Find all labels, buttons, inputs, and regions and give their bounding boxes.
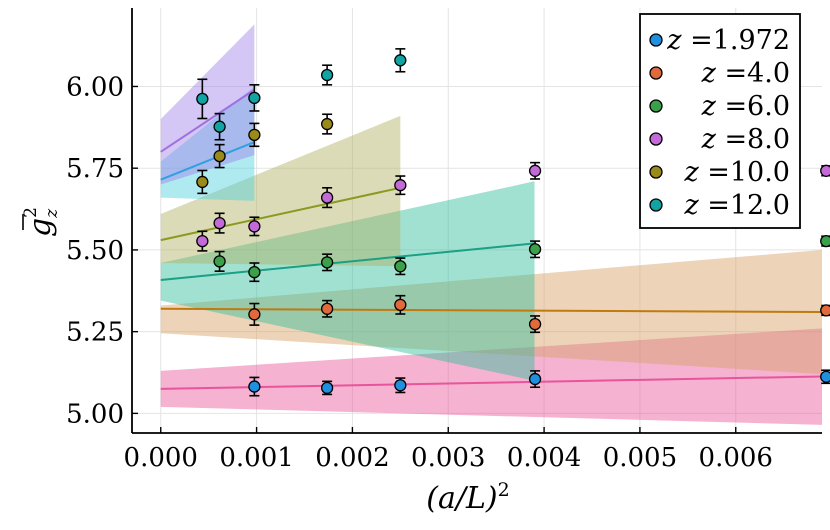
point-series-1-2 (394, 298, 407, 311)
band-series-1 (160, 249, 822, 375)
x-tick-label-4: 0.004 (507, 443, 581, 473)
point-series-5-4 (394, 54, 407, 67)
legend-label-1: z =4.0 (701, 58, 790, 89)
legend-entry-4: z =10.0 (649, 157, 790, 188)
legend-label-value: =12.0 (707, 190, 790, 221)
y-axis-label: gz2 (21, 207, 62, 237)
band-series-5 (160, 24, 255, 185)
legend-label-4: z =10.0 (683, 157, 790, 188)
point-series-3-6 (820, 164, 830, 177)
svg-text:gz2: gz2 (21, 207, 62, 237)
point-series-0-0 (248, 380, 261, 393)
point-series-3-3 (320, 191, 334, 204)
point-series-0-4 (820, 370, 830, 383)
x-tick-label-2: 0.002 (315, 443, 389, 473)
legend-entry-5: z =12.0 (649, 190, 790, 221)
point-series-5-1 (213, 120, 226, 133)
y-tick-label-0: 5.00 (66, 399, 124, 429)
legend-label-5: z =12.0 (683, 190, 790, 221)
legend-entry-3: z =8.0 (649, 124, 790, 155)
legend-marker-4 (649, 165, 663, 179)
point-series-1-4 (820, 304, 830, 317)
point-series-3-5 (528, 164, 542, 177)
point-series-2-4 (528, 243, 542, 256)
point-series-1-3 (528, 317, 542, 331)
legend-label-var: z (683, 190, 707, 221)
y-tick-label-1: 5.25 (66, 318, 124, 348)
data-points (196, 54, 830, 395)
legend-label-var: z (666, 25, 690, 56)
point-series-3-0 (196, 234, 209, 248)
x-tick-label-0: 0.000 (124, 443, 198, 473)
legend-label-value: =10.0 (707, 157, 790, 188)
point-series-4-1 (213, 149, 226, 163)
band-series-0 (160, 328, 822, 425)
point-series-5-2 (248, 91, 261, 105)
point-series-2-3 (394, 260, 407, 273)
legend-entry-1: z =4.0 (649, 58, 790, 89)
fit-line-series-4 (160, 141, 255, 181)
point-series-3-4 (394, 179, 407, 192)
point-series-0-2 (394, 379, 407, 392)
legend-entry-0: z =1.972 (649, 25, 790, 56)
point-series-0-3 (528, 372, 542, 386)
point-series-4-0 (196, 175, 209, 189)
fit-line-series-0 (160, 375, 823, 390)
legend-label-value: =4.0 (724, 58, 790, 89)
legend-marker-3 (649, 132, 663, 146)
point-series-3-1 (213, 216, 226, 230)
legend-label-var: z (701, 124, 725, 155)
band-series-4 (160, 86, 255, 201)
point-series-1-0 (248, 308, 261, 321)
point-series-4-3 (320, 117, 334, 131)
legend-label-var: z (683, 157, 707, 188)
legend-label-value: =8.0 (724, 124, 790, 155)
point-series-3-2 (248, 220, 261, 233)
legend-label-var: z (701, 58, 725, 89)
legend-marker-5 (649, 198, 663, 212)
svg-text:(a/L)2: (a/L)2 (426, 479, 509, 516)
point-series-5-3 (320, 68, 334, 82)
x-tick-label-1: 0.001 (219, 443, 293, 473)
y-axis-label-subscript: z (42, 208, 62, 219)
legend-label-0: z =1.972 (666, 25, 790, 56)
y-axis-label-superscript: 2 (21, 207, 41, 218)
point-series-1-1 (320, 302, 334, 315)
y-tick-label-4: 6.00 (66, 72, 124, 102)
point-series-2-1 (248, 266, 261, 279)
x-tick-label-3: 0.003 (411, 443, 485, 473)
legend-marker-0 (649, 33, 663, 47)
legend-label-value: =6.0 (724, 91, 790, 122)
legend-marker-2 (649, 99, 663, 113)
legend-box (639, 13, 801, 229)
x-axis-label: (a/L)2 (426, 479, 509, 516)
tick-labels: 0.000 0.001 0.002 0.003 0.004 0.005 0.006 5.00 5… (66, 72, 773, 473)
point-series-2-2 (320, 256, 334, 269)
point-series-4-2 (248, 128, 261, 141)
axes (131, 8, 822, 434)
legend-entry-2: z =6.0 (649, 91, 790, 122)
y-axis-label-text: g (23, 218, 58, 237)
x-tick-label-5: 0.005 (603, 443, 677, 473)
fit-line-series-5 (160, 88, 255, 153)
legend-label-3: z =8.0 (701, 124, 790, 155)
fit-line-series-2 (160, 242, 535, 281)
band-series-2 (160, 181, 535, 381)
point-series-2-0 (213, 255, 226, 268)
point-series-5-0 (196, 92, 209, 106)
point-series-2-5 (820, 234, 830, 248)
y-tick-label-2: 5.50 (66, 236, 124, 266)
legend-label-2: z =6.0 (701, 91, 790, 122)
fit-line-series-1 (160, 307, 823, 314)
x-axis-label-superscript: 2 (498, 479, 510, 501)
legend-marker-1 (649, 66, 663, 80)
x-tick-label-6: 0.006 (699, 443, 773, 473)
legend-label-value: =1.972 (690, 25, 790, 56)
y-tick-label-3: 5.75 (66, 154, 124, 184)
legend-label-var: z (701, 91, 725, 122)
point-series-0-1 (320, 381, 334, 395)
x-axis-label-text: (a/L) (426, 481, 497, 516)
